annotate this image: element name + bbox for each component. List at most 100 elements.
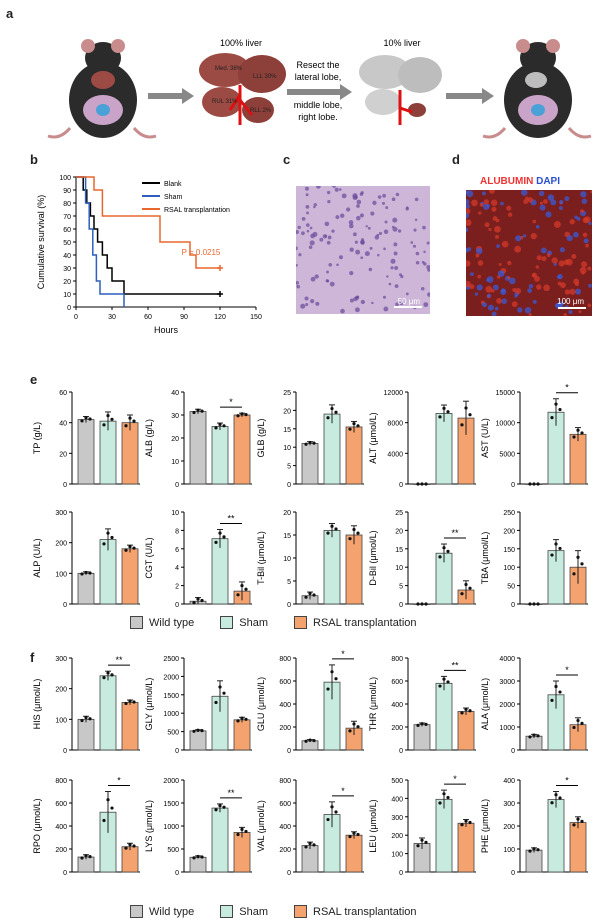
y-axis-label: ALB (g/L): [144, 419, 154, 457]
cell-nucleus: [405, 292, 409, 296]
cell-nucleus: [355, 249, 361, 255]
legend-label: Wild type: [149, 616, 195, 629]
stained-cell: [569, 219, 575, 225]
data-point: [536, 848, 540, 852]
stained-cell: [530, 232, 537, 240]
data-point: [124, 846, 128, 850]
y-tick-label: 0: [287, 870, 291, 877]
data-point: [304, 845, 308, 849]
data-point: [80, 856, 84, 860]
stained-cell: [514, 245, 522, 253]
data-point: [438, 684, 442, 688]
cell-nucleus: [341, 193, 347, 199]
cell-nucleus: [305, 186, 309, 191]
data-point: [196, 408, 200, 412]
y-tick-label: 300: [503, 801, 515, 808]
significance-label: *: [117, 776, 121, 786]
cell-nucleus: [395, 302, 399, 307]
cell-nucleus: [392, 217, 398, 223]
data-point: [236, 832, 240, 837]
stained-cell: [580, 191, 587, 198]
data-point: [106, 531, 110, 535]
y-tick-label: 5: [399, 584, 403, 591]
cell-nucleus: [296, 246, 298, 251]
legend-label: RSAL transplantation: [313, 616, 417, 629]
x-tick-label: 0: [74, 314, 78, 321]
data-point: [312, 843, 316, 847]
y-tick-label: 2500: [163, 656, 179, 663]
data-point: [326, 687, 330, 691]
data-point: [196, 728, 200, 732]
y-axis-label: RPO (μmol/L): [32, 798, 42, 853]
cell-nucleus: [377, 195, 382, 199]
data-point: [416, 723, 420, 727]
bar-chart-gly: 0 500 1000 1500 2000 2500 GLY (μmol/L): [144, 656, 252, 755]
y-axis-label: THR (μmol/L): [368, 677, 378, 731]
cell-nucleus: [426, 264, 430, 270]
data-point: [420, 838, 424, 842]
legend-swatch-sham: [220, 616, 234, 629]
y-tick-label: 0: [63, 602, 67, 609]
y-tick-label: 600: [279, 679, 291, 686]
significance-label: *: [341, 649, 345, 659]
y-tick-label: 10: [171, 459, 179, 466]
y-tick-label: 10000: [496, 421, 516, 428]
data-point: [442, 546, 446, 550]
scalebar-label: 100 μm: [557, 297, 584, 306]
bar: [99, 420, 117, 485]
data-point: [84, 854, 88, 858]
data-point: [416, 602, 420, 606]
legend-swatch-wild-type: [130, 616, 143, 629]
cell-nucleus: [383, 306, 389, 312]
stained-cell: [495, 218, 500, 223]
stained-cell: [495, 234, 500, 239]
data-point: [424, 482, 428, 486]
bar: [211, 426, 229, 485]
data-point: [308, 738, 312, 742]
stained-cell: [507, 276, 511, 280]
cell-nucleus: [301, 231, 305, 236]
stained-cell: [514, 294, 518, 298]
y-tick-label: 100: [391, 852, 403, 859]
p-value-annotation: P = 0.0215: [182, 248, 221, 257]
stained-cell: [466, 212, 470, 219]
mouse-icon: [482, 39, 592, 139]
cell-nucleus: [386, 275, 389, 278]
bar-chart-pro: 0 200 400 600 800 RPO (μmol/L) *: [32, 776, 140, 877]
cell-nucleus: [377, 253, 380, 257]
stained-cell: [500, 201, 504, 206]
y-axis-label: TBA (μmol/L): [480, 532, 490, 585]
y-tick-label: 100: [55, 717, 67, 724]
cell-nucleus: [427, 292, 430, 297]
y-tick-label: 0: [399, 870, 403, 877]
y-axis-label: GLY (μmol/L): [144, 678, 154, 731]
cell-nucleus: [313, 203, 317, 207]
cell-nucleus: [392, 226, 398, 232]
y-tick-label: 150: [503, 547, 515, 554]
data-point: [554, 402, 558, 406]
cell-nucleus: [327, 199, 331, 204]
stained-cell: [466, 280, 471, 288]
legend-swatch-wild-type: [130, 905, 143, 918]
cell-nucleus: [426, 241, 430, 245]
data-point: [536, 602, 540, 606]
resect-text: right lobe.: [298, 112, 338, 122]
y-tick-label: 12000: [384, 390, 404, 397]
cell-nucleus: [306, 211, 309, 215]
y-axis-label: LYS (μmol/L): [144, 800, 154, 852]
data-point: [348, 729, 352, 733]
stained-cell: [517, 307, 523, 313]
stained-cell: [557, 273, 563, 280]
stained-cell: [483, 203, 490, 210]
data-point: [110, 806, 114, 810]
data-point: [132, 700, 136, 704]
stained-cell: [507, 260, 512, 266]
data-point: [240, 827, 244, 832]
data-point: [424, 722, 428, 726]
cell-nucleus: [338, 255, 343, 260]
y-tick-label: 100: [55, 571, 67, 578]
cell-nucleus: [423, 262, 427, 266]
data-point: [102, 542, 106, 546]
y-tick-label: 10: [63, 292, 71, 299]
y-tick-label: 60: [59, 390, 67, 397]
